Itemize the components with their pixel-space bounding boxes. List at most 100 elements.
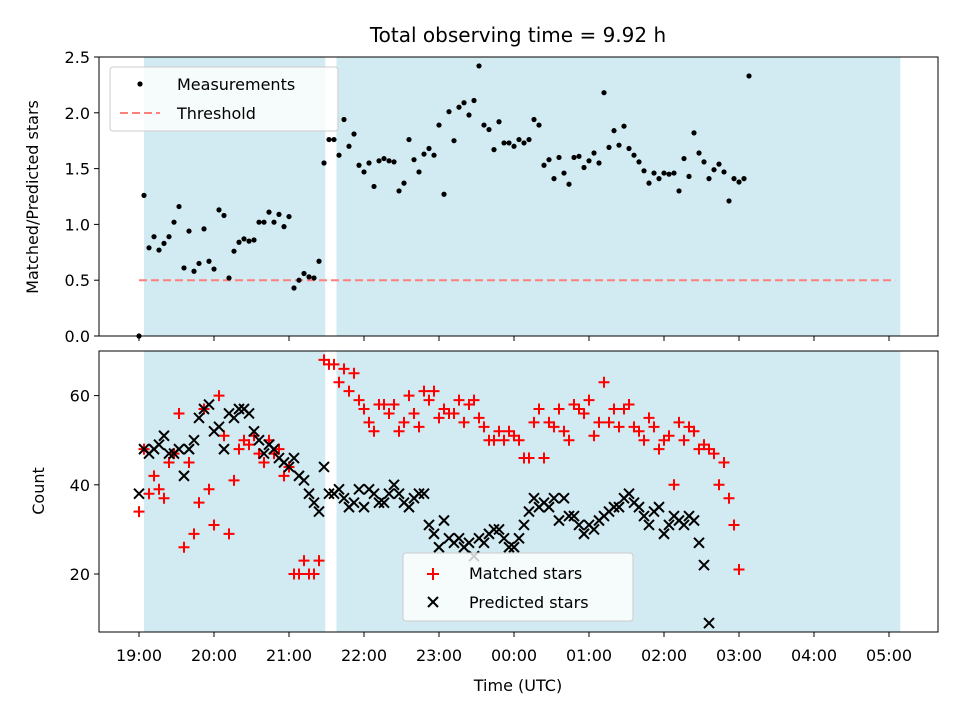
measurement-point	[646, 180, 652, 186]
measurement-point	[481, 122, 487, 128]
predicted-star-marker	[558, 492, 570, 504]
matched-star-marker	[688, 425, 700, 437]
matched-star-marker	[158, 492, 170, 504]
measurement-point	[731, 176, 737, 182]
predicted-star-marker	[508, 541, 520, 553]
measurement-point	[321, 160, 327, 166]
matched-star-marker	[333, 376, 345, 388]
measurement-point	[276, 211, 282, 217]
matched-star-marker	[183, 457, 195, 469]
measurement-point	[141, 192, 147, 198]
matched-star-marker	[638, 434, 650, 446]
predicted-star-marker	[333, 483, 345, 495]
matched-star-marker	[478, 421, 490, 433]
measurement-point	[221, 212, 227, 219]
predicted-star-marker	[268, 443, 280, 455]
predicted-star-marker	[503, 541, 515, 553]
bottom-y-ticks: 20 40 60	[70, 387, 99, 584]
matched-star-marker	[408, 407, 420, 419]
predicted-star-marker	[318, 461, 330, 473]
x-tick-label: 23:00	[416, 646, 462, 665]
measurement-point	[531, 116, 537, 123]
measurement-point	[346, 143, 352, 149]
predicted-star-marker	[228, 412, 240, 424]
predicted-star-marker	[463, 537, 475, 549]
predicted-star-marker	[428, 528, 440, 540]
predicted-star-marker	[693, 537, 705, 549]
measurement-point	[261, 219, 267, 225]
x-tick-label: 00:00	[491, 646, 537, 665]
measurement-point	[181, 265, 187, 271]
measurement-point	[496, 119, 502, 125]
matched-star-marker	[363, 416, 375, 428]
predicted-star-marker	[323, 488, 335, 500]
measurement-point	[591, 150, 597, 156]
measurement-point	[411, 157, 417, 163]
top-panel: 0.0 0.5 1.0 1.5 2.0 2.5 Matched/Predicted sta…	[23, 48, 939, 346]
matched-star-marker	[613, 421, 625, 433]
bottom-y-tick-label: 60	[70, 387, 90, 406]
matched-star-marker	[678, 434, 690, 446]
measurement-point	[161, 240, 167, 246]
measurement-point	[251, 237, 257, 243]
measurement-point	[331, 136, 337, 143]
matched-star-marker	[473, 412, 485, 424]
measurement-point	[566, 181, 572, 187]
measurement-point	[171, 219, 177, 225]
predicted-star-marker	[528, 492, 540, 504]
measurement-point	[631, 152, 637, 158]
matched-star-marker	[633, 425, 645, 437]
top-y-tick-label: 0.0	[65, 327, 90, 346]
predicted-star-marker	[218, 443, 230, 455]
predicted-star-marker	[438, 514, 450, 527]
measurement-point	[676, 188, 682, 194]
predicted-star-marker	[213, 421, 225, 433]
predicted-star-marker	[358, 501, 370, 513]
bottom-panel: 20 40 60 19:00 20:00 21:00 22:00 23:00 00:00 01:…	[29, 350, 939, 695]
measurement-point	[216, 207, 222, 213]
measurement-point	[611, 128, 617, 134]
top-measurement-points	[136, 63, 752, 339]
predicted-star-marker	[613, 501, 625, 513]
figure-title: Total observing time = 9.92 h	[369, 23, 666, 47]
legend-matched-label: Matched stars	[469, 564, 582, 583]
measurement-point	[521, 140, 527, 146]
measurement-point	[296, 277, 302, 283]
predicted-star-marker	[658, 528, 670, 540]
matched-star-marker	[728, 519, 740, 531]
x-tick-label: 04:00	[791, 646, 837, 665]
measurement-point	[621, 123, 627, 129]
measurement-point	[291, 285, 297, 291]
matched-star-marker	[153, 483, 165, 495]
measurement-point	[636, 159, 642, 165]
measurement-point	[271, 219, 277, 225]
matched-star-marker	[428, 385, 440, 397]
predicted-star-marker	[298, 474, 310, 487]
measurement-point	[381, 155, 387, 162]
matched-star-marker	[393, 425, 405, 437]
measurement-point	[351, 131, 357, 137]
top-legend: Measurements Threshold	[109, 66, 339, 132]
measurement-point	[436, 122, 442, 128]
measurement-point	[561, 170, 567, 176]
measurement-point	[421, 151, 427, 157]
matched-star-marker	[388, 399, 400, 411]
predicted-star-marker	[643, 519, 655, 531]
matched-star-marker	[493, 425, 505, 437]
measurement-point	[551, 176, 557, 182]
matched-star-marker	[398, 416, 410, 428]
measurement-point	[311, 275, 317, 281]
matched-star-marker	[718, 457, 730, 469]
measurement-point	[486, 126, 492, 133]
predicted-star-marker	[308, 496, 320, 509]
predicted-star-marker	[678, 519, 690, 531]
measurement-point	[146, 245, 152, 251]
matched-star-marker	[468, 394, 480, 406]
matched-star-marker	[178, 541, 190, 553]
measurement-point	[701, 159, 707, 165]
predicted-star-marker	[418, 488, 430, 500]
predicted-star-marker	[158, 430, 170, 442]
matched-star-marker	[578, 407, 590, 419]
measurement-point	[666, 171, 672, 177]
predicted-star-marker	[513, 532, 525, 545]
